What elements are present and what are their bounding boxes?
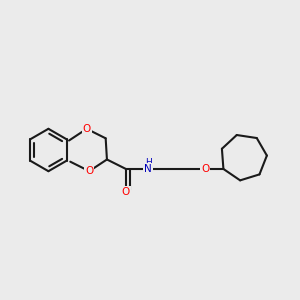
Text: N: N (144, 164, 152, 174)
Text: O: O (201, 164, 209, 174)
Text: O: O (85, 166, 93, 176)
Text: O: O (82, 124, 91, 134)
Text: H: H (145, 158, 152, 167)
Text: O: O (122, 187, 130, 196)
